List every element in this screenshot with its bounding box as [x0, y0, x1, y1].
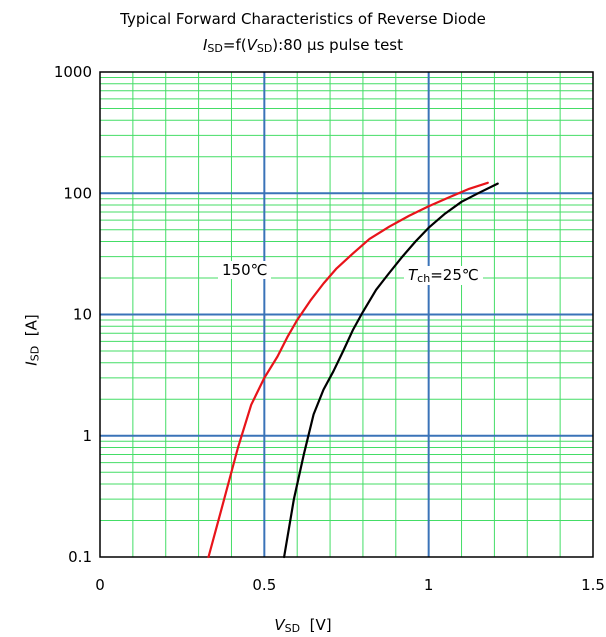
y-tick-label: 100: [63, 184, 92, 202]
chart-subtitle: ISD=f(VSD):80 µs pulse test: [0, 36, 606, 55]
subtitle-sub: SD: [207, 42, 223, 55]
x-axis-unit: [V]: [309, 616, 332, 634]
plot-frame: [99, 71, 594, 558]
y-axis-unit: [A]: [22, 314, 41, 337]
series-label-25c-sub: ch: [417, 272, 431, 285]
y-tick-label: 0.1: [68, 548, 92, 566]
series-label-25c-sym: T: [408, 266, 418, 284]
subtitle-sym: I: [202, 36, 208, 54]
subtitle-sub2: SD: [256, 42, 273, 55]
major-grid: [100, 72, 593, 557]
x-axis-sub: SD: [284, 622, 301, 635]
y-axis-sub: SD: [28, 345, 42, 362]
series-line-25c: [283, 182, 499, 559]
series-label-150c: 150℃: [218, 261, 272, 279]
x-tick-label: 0.5: [252, 576, 276, 594]
series-line-150c: [207, 181, 489, 559]
subtitle-sym2: V: [246, 36, 257, 54]
x-axis-sym: V: [274, 616, 285, 634]
x-tick-label: 0: [95, 576, 105, 594]
y-axis-label: ISD [A]: [23, 314, 42, 365]
series-label-25c: Tch=25℃: [404, 266, 483, 285]
subtitle-rest: ):80 µs pulse test: [272, 36, 403, 54]
y-tick-label: 10: [73, 306, 92, 324]
series-layer: [207, 181, 499, 559]
x-axis-label: VSD [V]: [0, 616, 606, 635]
x-tick-label: 1.5: [581, 576, 605, 594]
series-label-25c-rest: =25℃: [430, 266, 479, 284]
tick-layer: 0 0.5 1 1.5 0.1 1 10 100 1000: [54, 63, 605, 594]
chart-title: Typical Forward Characteristics of Rever…: [120, 10, 486, 28]
y-axis-sym: I: [22, 361, 41, 366]
x-tick-label: 1: [424, 576, 434, 594]
y-tick-label: 1: [82, 427, 92, 445]
y-tick-label: 1000: [54, 63, 92, 81]
subtitle-mid: =f(: [222, 36, 247, 54]
